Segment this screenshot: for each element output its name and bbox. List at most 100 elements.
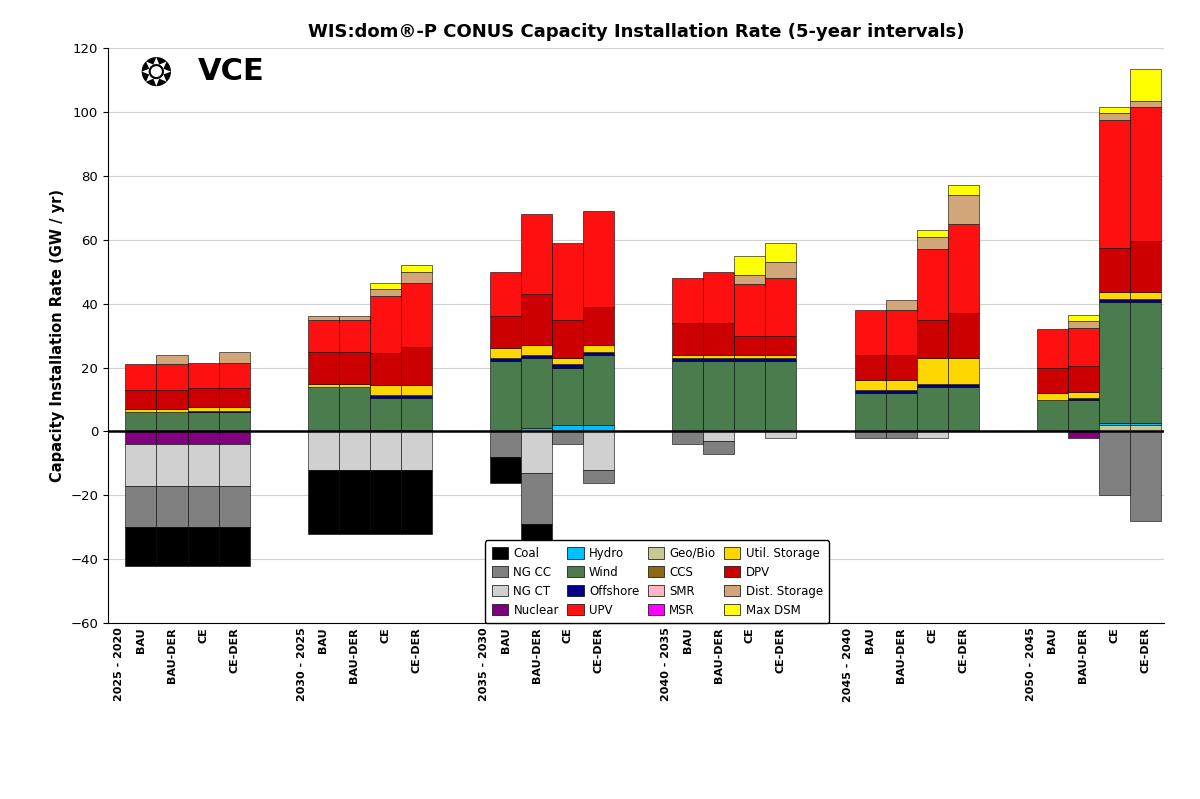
Bar	[401, 470, 432, 534]
Bar	[521, 524, 552, 550]
Bar	[854, 393, 886, 431]
Bar	[917, 230, 948, 237]
Bar	[401, 431, 432, 470]
Bar	[370, 398, 401, 430]
Bar	[490, 361, 521, 431]
Bar	[703, 355, 734, 358]
Bar	[156, 444, 187, 486]
Bar	[583, 470, 614, 483]
Bar	[583, 307, 614, 345]
Bar	[187, 412, 218, 431]
Bar	[126, 527, 156, 566]
Bar	[734, 284, 766, 336]
Bar	[854, 355, 886, 380]
Bar	[1130, 423, 1160, 425]
Bar	[766, 355, 797, 358]
Bar	[187, 363, 218, 388]
Bar	[307, 384, 338, 387]
Bar	[552, 364, 583, 368]
Bar	[854, 390, 886, 393]
Bar	[338, 470, 370, 534]
Bar	[672, 278, 703, 323]
Bar	[1099, 113, 1130, 120]
Bar	[218, 411, 250, 412]
Bar	[766, 361, 797, 431]
Bar	[521, 355, 552, 358]
Bar	[338, 431, 370, 470]
Bar	[401, 398, 432, 430]
Bar	[218, 363, 250, 388]
Bar	[672, 355, 703, 358]
Legend: Coal, NG CC, NG CT, Nuclear, Hydro, Wind, Offshore, UPV, Geo/Bio, CCS, SMR, MSR,: Coal, NG CC, NG CT, Nuclear, Hydro, Wind…	[485, 540, 829, 623]
Bar	[218, 486, 250, 527]
Bar	[672, 323, 703, 355]
Bar	[401, 385, 432, 395]
Bar	[401, 430, 432, 431]
Bar	[126, 431, 156, 444]
Bar	[1068, 321, 1099, 328]
Bar	[1099, 120, 1130, 248]
Bar	[370, 283, 401, 289]
Bar	[370, 385, 401, 395]
Bar	[552, 425, 583, 431]
Bar	[1068, 366, 1099, 392]
Bar	[854, 431, 886, 438]
Bar	[1130, 241, 1160, 292]
Bar	[1130, 107, 1160, 241]
Bar	[370, 353, 401, 385]
Bar	[1099, 302, 1130, 423]
Bar	[1130, 69, 1160, 101]
Bar	[401, 283, 432, 347]
Bar	[917, 431, 948, 438]
Bar	[886, 393, 917, 431]
Bar	[917, 387, 948, 431]
Bar	[338, 316, 370, 320]
Bar	[1099, 107, 1130, 113]
Bar	[672, 358, 703, 361]
Y-axis label: Capacity Installation Rate (GW / yr): Capacity Installation Rate (GW / yr)	[49, 189, 65, 482]
Bar	[552, 431, 583, 444]
Bar	[948, 384, 979, 387]
Bar	[338, 352, 370, 384]
Bar	[521, 345, 552, 355]
Bar	[917, 320, 948, 358]
Bar	[552, 320, 583, 358]
Bar	[490, 348, 521, 358]
Bar	[187, 411, 218, 412]
Bar	[672, 361, 703, 431]
Bar	[218, 352, 250, 363]
Bar	[1068, 400, 1099, 431]
Bar	[370, 289, 401, 296]
Bar	[1130, 302, 1160, 423]
Bar	[1099, 292, 1130, 299]
Bar	[218, 412, 250, 431]
Bar	[734, 355, 766, 358]
Bar	[886, 380, 917, 390]
Bar	[126, 486, 156, 527]
Bar	[490, 431, 521, 457]
Bar	[917, 358, 948, 384]
Bar	[156, 431, 187, 444]
Bar	[1037, 400, 1068, 431]
Bar	[307, 320, 338, 352]
Bar	[583, 431, 614, 470]
Bar	[552, 358, 583, 364]
Bar	[307, 316, 338, 320]
Bar	[583, 425, 614, 431]
Bar	[187, 431, 218, 444]
Bar	[370, 431, 401, 470]
Bar	[703, 323, 734, 355]
Bar	[490, 272, 521, 316]
Bar	[917, 249, 948, 320]
Bar	[401, 395, 432, 398]
Text: ❂: ❂	[139, 57, 173, 94]
Bar	[766, 243, 797, 262]
Bar	[401, 265, 432, 272]
Bar	[156, 527, 187, 566]
Bar	[1130, 431, 1160, 521]
Bar	[156, 412, 187, 431]
Bar	[583, 345, 614, 352]
Bar	[583, 352, 614, 355]
Bar	[521, 431, 552, 473]
Bar	[703, 361, 734, 431]
